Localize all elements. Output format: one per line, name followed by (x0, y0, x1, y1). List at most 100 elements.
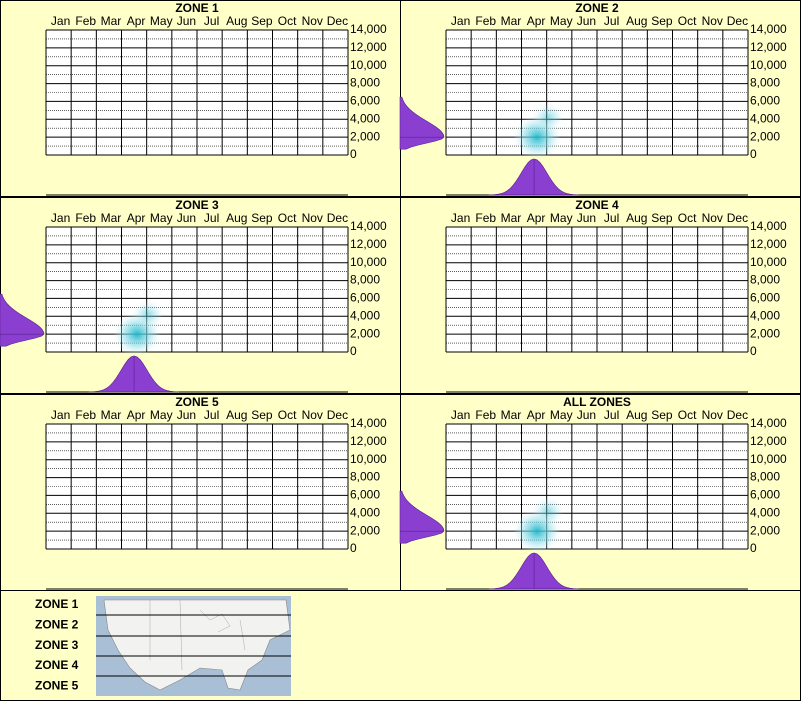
y-tick-label: 12,000 (350, 40, 387, 54)
x-tick-label: Nov (702, 408, 723, 422)
map-borders (149, 599, 246, 671)
zone-label: ZONE 1 (35, 597, 79, 611)
x-tick-label: Sep (651, 408, 673, 422)
y-tick-label: 2,000 (750, 129, 780, 143)
y-tick-label: 0 (350, 344, 357, 358)
y-tick-label: 0 (350, 541, 357, 555)
elevation-marginal (399, 490, 445, 544)
y-tick-label: 12,000 (750, 237, 787, 251)
x-tick-label: Mar (501, 408, 522, 422)
x-tick-label: Jan (451, 408, 470, 422)
y-tick-label: 6,000 (350, 94, 380, 108)
panel-title: ZONE 5 (175, 395, 219, 409)
panel-title: ALL ZONES (563, 395, 631, 409)
y-tick-label: 6,000 (750, 488, 780, 502)
x-tick-label: Jun (177, 14, 196, 28)
panel-title: ZONE 4 (575, 198, 619, 212)
x-tick-label: Apr (127, 408, 146, 422)
x-tick-label: Dec (727, 14, 748, 28)
x-tick-label: Mar (101, 211, 122, 225)
panel: ZONE 5 0 2,000 4,000 6,000 8,000 10,000 12,000 1… (0, 394, 401, 591)
x-tick-label: Jul (204, 408, 219, 422)
x-tick-label: Jan (451, 14, 470, 28)
x-tick-label: Feb (75, 408, 96, 422)
x-tick-label: Feb (75, 14, 96, 28)
x-tick-label: Jul (204, 14, 219, 28)
x-tick-label: Mar (101, 408, 122, 422)
x-tick-label: Nov (302, 211, 323, 225)
x-tick-label: May (550, 14, 573, 28)
panel: ZONE 3 0 2,000 4,000 6,000 8,000 10,000 12,000 1… (0, 197, 401, 394)
panel-title: ZONE 3 (175, 198, 219, 212)
y-tick-label: 8,000 (750, 273, 780, 287)
x-tick-label: Oct (678, 14, 697, 28)
x-tick-label: Dec (727, 408, 748, 422)
y-tick-label: 8,000 (750, 76, 780, 90)
panel-title: ZONE 2 (575, 1, 619, 15)
y-tick-label: 10,000 (750, 452, 787, 466)
elevation-marginal (399, 96, 445, 150)
x-tick-label: May (150, 211, 173, 225)
density-halo (132, 300, 165, 329)
y-tick-label: 6,000 (350, 488, 380, 502)
y-tick-label: 14,000 (350, 22, 387, 36)
panel: ZONE 1 0 2,000 4,000 6,000 8,000 10,000 12,000 1… (0, 0, 401, 197)
y-tick-label: 0 (750, 147, 757, 161)
y-tick-label: 10,000 (350, 58, 387, 72)
y-tick-label: 4,000 (750, 111, 780, 125)
x-tick-label: May (550, 211, 573, 225)
map-land (103, 599, 291, 691)
y-tick-label: 10,000 (750, 255, 787, 269)
zone-legend: ZONE 1 ZONE 2 ZONE 3 ZONE 4 ZONE 5 (0, 590, 801, 701)
x-tick-label: Mar (501, 14, 522, 28)
y-tick-label: 12,000 (350, 434, 387, 448)
y-tick-label: 14,000 (350, 219, 387, 233)
y-tick-label: 14,000 (750, 22, 787, 36)
x-tick-label: Sep (251, 211, 273, 225)
x-tick-label: Jun (577, 14, 596, 28)
y-tick-label: 8,000 (350, 76, 380, 90)
x-tick-label: Aug (226, 211, 247, 225)
x-tick-label: Sep (251, 14, 273, 28)
x-tick-label: Apr (527, 211, 546, 225)
y-tick-label: 12,000 (350, 237, 387, 251)
x-tick-label: Oct (678, 211, 697, 225)
y-tick-label: 8,000 (750, 470, 780, 484)
x-tick-label: Aug (626, 408, 647, 422)
x-tick-label: Dec (327, 14, 348, 28)
x-tick-label: Apr (127, 14, 146, 28)
x-tick-label: Jan (51, 14, 70, 28)
x-tick-label: Jan (51, 211, 70, 225)
y-tick-label: 4,000 (750, 308, 780, 322)
y-tick-label: 8,000 (350, 273, 380, 287)
y-tick-label: 4,000 (350, 308, 380, 322)
x-tick-label: Dec (327, 408, 348, 422)
x-tick-label: Dec (727, 211, 748, 225)
x-tick-label: Oct (278, 408, 297, 422)
x-tick-label: Jul (604, 211, 619, 225)
x-tick-label: Nov (702, 211, 723, 225)
y-tick-label: 4,000 (750, 505, 780, 519)
x-tick-label: Aug (226, 408, 247, 422)
zone-label: ZONE 5 (35, 678, 79, 692)
x-tick-label: Nov (702, 14, 723, 28)
y-tick-label: 10,000 (350, 452, 387, 466)
x-tick-label: Oct (278, 14, 297, 28)
y-tick-label: 0 (750, 344, 757, 358)
x-tick-label: May (150, 14, 173, 28)
y-tick-label: 6,000 (750, 291, 780, 305)
y-tick-label: 12,000 (750, 434, 787, 448)
y-tick-label: 6,000 (350, 291, 380, 305)
y-tick-label: 14,000 (750, 416, 787, 430)
x-tick-label: Feb (475, 408, 496, 422)
panel: ALL ZONES 0 2,000 4,000 6,000 8,000 10,000 12,0… (399, 394, 801, 591)
x-tick-label: Feb (75, 211, 96, 225)
x-tick-label: Oct (678, 408, 697, 422)
y-tick-label: 2,000 (350, 523, 380, 537)
x-tick-label: Mar (101, 14, 122, 28)
x-tick-label: Jan (51, 408, 70, 422)
x-tick-label: Feb (475, 14, 496, 28)
zone-label: ZONE 3 (35, 638, 79, 652)
panel-title: ZONE 1 (175, 1, 219, 15)
